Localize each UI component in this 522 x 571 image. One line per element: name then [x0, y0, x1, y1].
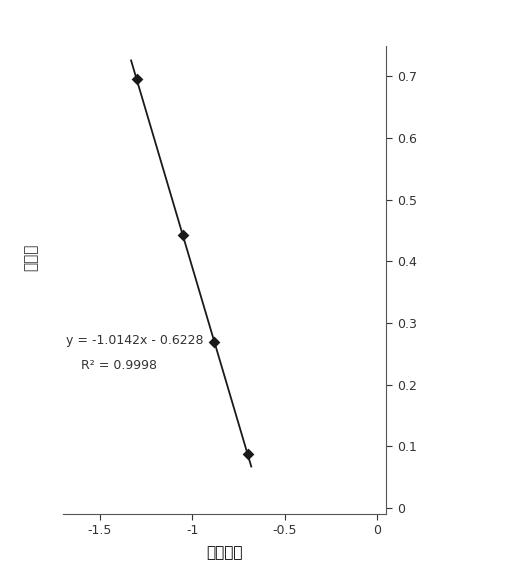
Point	[133, 75, 141, 84]
Point	[179, 231, 187, 240]
Point	[243, 449, 252, 459]
Text: 吸光度: 吸光度	[24, 243, 39, 271]
Point	[210, 337, 219, 346]
Text: y = -1.0142x - 0.6228: y = -1.0142x - 0.6228	[66, 335, 204, 348]
X-axis label: 浓度对数: 浓度对数	[206, 546, 243, 561]
Text: R² = 0.9998: R² = 0.9998	[81, 359, 157, 372]
